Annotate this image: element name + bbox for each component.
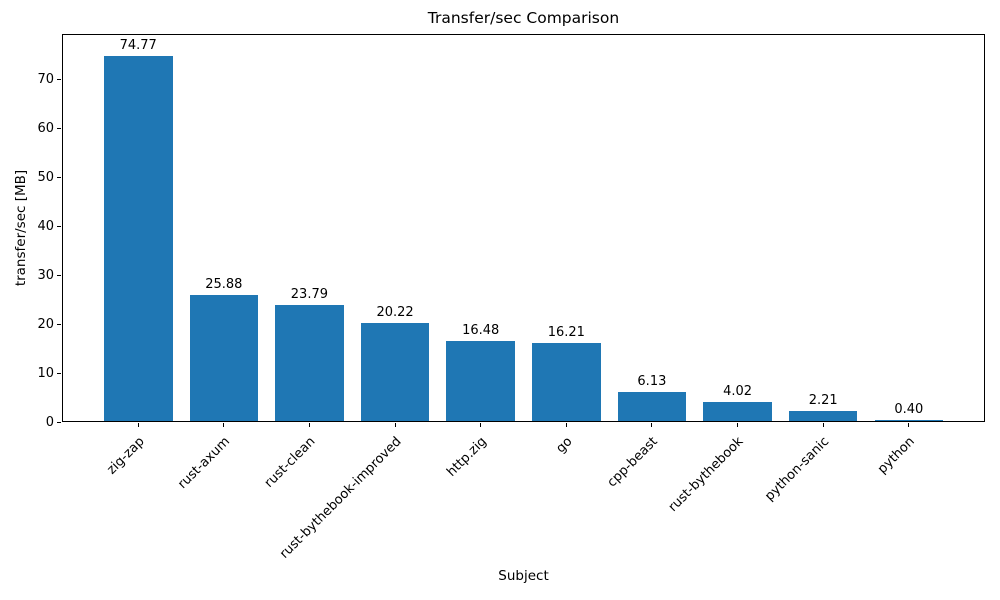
x-axis-tick <box>822 423 824 427</box>
y-axis-tick-label: 0 <box>45 414 54 430</box>
x-axis-tick-label: cpp-beast <box>605 434 662 491</box>
bar <box>703 402 772 422</box>
y-axis-tick-label: 50 <box>37 169 54 185</box>
bar <box>189 295 259 422</box>
bar-value-label: 16.21 <box>547 325 585 340</box>
x-axis-tick <box>480 423 482 427</box>
y-axis-tick <box>57 78 61 80</box>
x-axis-tick-label: rust-clean <box>262 434 319 491</box>
y-axis-tick-label: 40 <box>37 218 54 234</box>
bar-value-label: 6.13 <box>637 374 667 389</box>
x-axis-tick-label: go <box>553 434 576 457</box>
x-axis-tick-label: python-sanic <box>762 434 833 505</box>
x-axis-tick <box>737 423 739 427</box>
bar-value-label: 2.21 <box>808 393 838 408</box>
y-axis-tick <box>57 372 61 374</box>
bar-value-label: 74.77 <box>119 38 157 53</box>
chart-title: Transfer/sec Comparison <box>427 9 620 27</box>
x-axis-tick-label: zig-zap <box>104 434 148 478</box>
bar-value-label: 25.88 <box>205 277 243 292</box>
bar-value-label: 23.79 <box>290 287 328 302</box>
bar <box>275 305 344 422</box>
y-axis-tick <box>57 176 61 178</box>
x-axis-tick-label: rust-bythebook <box>666 434 747 515</box>
x-axis-tick <box>565 423 567 427</box>
x-axis-tick <box>908 423 910 427</box>
y-axis-tick <box>57 323 61 325</box>
bar <box>104 56 173 422</box>
y-axis-tick-label: 60 <box>37 120 54 136</box>
x-axis-tick <box>223 423 225 427</box>
y-axis-tick-label: 10 <box>37 365 54 381</box>
x-axis-tick <box>651 423 653 427</box>
bar-value-label: 4.02 <box>723 384 753 399</box>
bar <box>360 323 430 422</box>
y-axis-tick <box>57 127 61 129</box>
bar-value-label: 0.40 <box>894 402 924 417</box>
x-axis-tick-label: python <box>875 434 919 477</box>
x-axis-label: Subject <box>498 568 549 584</box>
x-axis-tick <box>137 423 139 427</box>
y-axis-tick-label: 70 <box>37 71 54 87</box>
y-axis-tick <box>57 274 61 276</box>
x-axis-tick <box>308 423 310 427</box>
y-axis-tick-label: 20 <box>37 316 54 332</box>
y-axis-tick <box>57 225 61 227</box>
bar <box>788 411 858 422</box>
x-axis-tick-label: http.zig <box>444 434 490 480</box>
bar <box>446 341 515 422</box>
bar-value-label: 20.22 <box>376 305 414 320</box>
y-axis-tick <box>57 421 61 423</box>
bar <box>532 343 601 422</box>
y-axis-tick-label: 30 <box>37 267 54 283</box>
x-axis-tick-label: rust-axum <box>175 434 234 492</box>
bar-value-label: 16.48 <box>462 323 500 338</box>
bar <box>617 392 687 422</box>
bar <box>874 420 943 422</box>
x-axis-tick <box>394 423 396 427</box>
